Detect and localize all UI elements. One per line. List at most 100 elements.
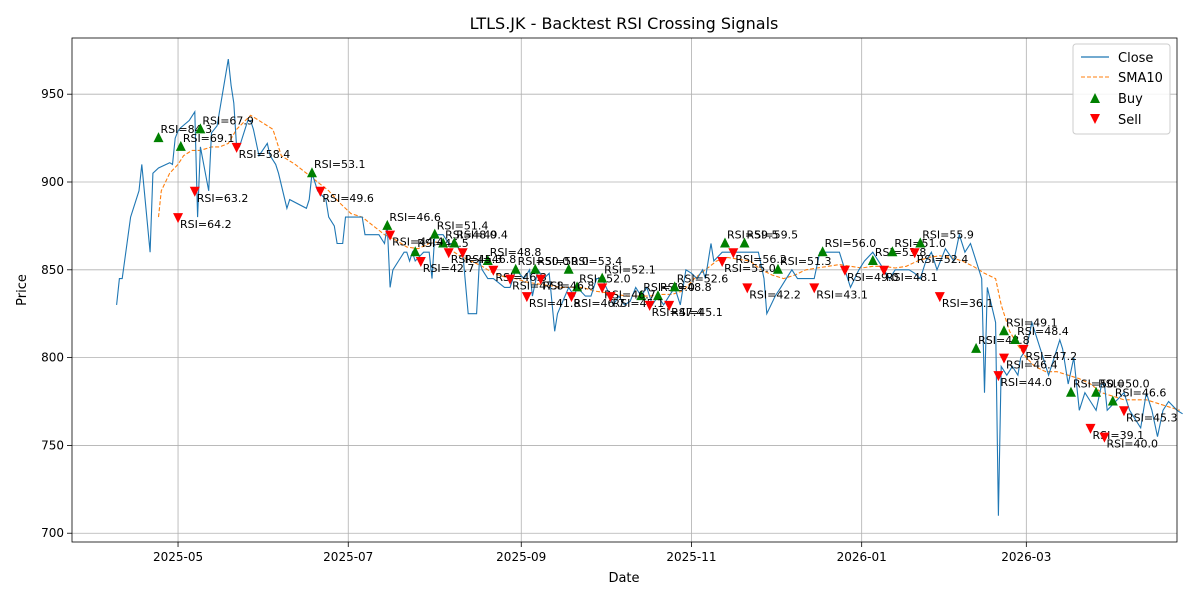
sell-marker — [566, 292, 577, 303]
buy-marker — [510, 263, 521, 274]
x-tick-label: 2025-11 — [666, 550, 716, 564]
buy-marker — [915, 237, 926, 248]
sell-marker — [728, 248, 739, 259]
y-tick-label: 800 — [41, 351, 64, 365]
buy-rsi-label: RSI=52.6 — [677, 272, 729, 285]
y-tick-label: 900 — [41, 175, 64, 189]
chart-title: LTLS.JK - Backtest RSI Crossing Signals — [470, 14, 779, 33]
buy-rsi-label: RSI=48.0 — [445, 228, 497, 241]
legend-close-label: Close — [1118, 51, 1153, 66]
sell-rsi-label: RSI=64.2 — [180, 218, 232, 231]
sell-rsi-label: RSI=46.7 — [573, 297, 625, 310]
sell-marker — [998, 353, 1009, 364]
x-axis-label: Date — [608, 571, 639, 586]
buy-rsi-label: RSI=52.1 — [604, 264, 656, 277]
sell-marker — [597, 283, 608, 294]
buy-marker — [572, 281, 583, 292]
buy-marker — [429, 228, 440, 239]
legend: Close SMA10 Buy Sell — [1072, 43, 1171, 135]
sell-rsi-label: RSI=49.6 — [322, 192, 374, 205]
buy-rsi-label: RSI=50.0 — [1073, 378, 1125, 391]
legend-sell-label: Sell — [1118, 113, 1141, 128]
sell-marker — [809, 283, 820, 294]
buy-marker — [530, 263, 541, 274]
sell-rsi-label: RSI=44.4 — [392, 236, 444, 249]
y-tick-label: 700 — [41, 526, 64, 540]
sell-rsi-label: RSI=42.7 — [423, 262, 475, 275]
buy-rsi-label: RSI=67.9 — [202, 114, 254, 127]
buy-rsi-label: RSI=55.9 — [922, 228, 974, 241]
sell-marker — [909, 248, 920, 259]
buy-rsi-label: RSI=48.4 — [1017, 325, 1069, 338]
y-tick-label: 950 — [41, 87, 64, 101]
sell-marker — [535, 274, 546, 285]
buy-marker — [739, 237, 750, 248]
buy-marker — [449, 237, 460, 248]
sell-marker — [505, 274, 516, 285]
sell-rsi-label: RSI=45.3 — [451, 253, 503, 266]
sell-rsi-label: RSI=47.2 — [1026, 350, 1078, 363]
x-tick-label: 2026-03 — [1001, 550, 1051, 564]
sell-rsi-label: RSI=55.0 — [724, 262, 776, 275]
sell-marker — [934, 292, 945, 303]
sell-rsi-label: RSI=56.2 — [735, 253, 787, 266]
sell-marker — [644, 300, 655, 311]
buy-marker — [482, 255, 493, 266]
x-tick-label: 2025-09 — [496, 550, 546, 564]
buy-marker — [867, 255, 878, 266]
legend-buy-marker — [1090, 93, 1100, 103]
buy-rsi-label: RSI=49.1 — [1006, 316, 1058, 329]
sell-rsi-label: RSI=52.4 — [917, 253, 969, 266]
sell-marker — [839, 265, 850, 276]
x-tick-label: 2025-07 — [323, 550, 373, 564]
buy-rsi-label: RSI=50.0 — [537, 255, 589, 268]
buy-marker — [772, 263, 783, 274]
sell-rsi-label: RSI=46.8 — [465, 253, 517, 266]
sell-rsi-label: RSI=49.0 — [847, 271, 899, 284]
sell-marker — [1118, 406, 1129, 417]
x-tick-label: 2025-05 — [153, 550, 203, 564]
buy-rsi-label: RSI=49.4 — [456, 228, 508, 241]
buy-rsi-label: RSI=46.6 — [389, 211, 441, 224]
buy-rsi-label: RSI=59.5 — [727, 228, 779, 241]
buy-marker — [382, 219, 393, 230]
buy-rsi-label: RSI=56.0 — [825, 237, 877, 250]
sell-rsi-label: RSI=46.7 — [604, 288, 656, 301]
sell-marker — [879, 265, 890, 276]
sell-rsi-label: RSI=45.3 — [1126, 411, 1178, 424]
axis-ticks: 2025-05 2025-07 2025-09 2025-11 2026-01 2026-… — [41, 87, 1051, 564]
buy-marker — [175, 140, 186, 151]
sell-marker — [521, 292, 532, 303]
sell-rsi-label: RSI=43.1 — [816, 288, 868, 301]
sell-rsi-label: RSI=58.4 — [239, 148, 291, 161]
buy-rsi-label: RSI=53.1 — [314, 158, 366, 171]
buy-marker — [438, 237, 449, 248]
buy-rsi-label: RSI=51.4 — [437, 220, 489, 233]
buy-rsi-label: RSI=59.5 — [746, 228, 798, 241]
buy-marker — [563, 263, 574, 274]
buy-marker — [669, 281, 680, 292]
sell-rsi-label: RSI=36.1 — [942, 297, 994, 310]
legend-sma-label: SMA10 — [1118, 71, 1163, 86]
sell-marker — [415, 257, 426, 268]
sell-marker — [443, 248, 454, 259]
buy-marker — [597, 272, 608, 283]
buy-marker — [1107, 395, 1118, 406]
sell-marker — [385, 230, 396, 241]
sell-marker — [664, 300, 675, 311]
sell-marker — [717, 257, 728, 268]
sell-marker — [173, 213, 184, 224]
buy-marker — [652, 290, 663, 301]
buy-marker — [971, 342, 982, 353]
sell-marker — [742, 283, 753, 294]
sell-marker — [605, 292, 616, 303]
buy-marker — [1091, 386, 1102, 397]
axes-frame — [71, 37, 1178, 543]
sell-marker — [993, 371, 1004, 382]
sell-rsi-label: RSI=46.8 — [543, 280, 595, 293]
close-price-line — [116, 59, 1183, 516]
buy-rsi-label: RSI=69.1 — [183, 132, 235, 145]
sell-rsi-label: RSI=47.8 — [512, 280, 564, 293]
